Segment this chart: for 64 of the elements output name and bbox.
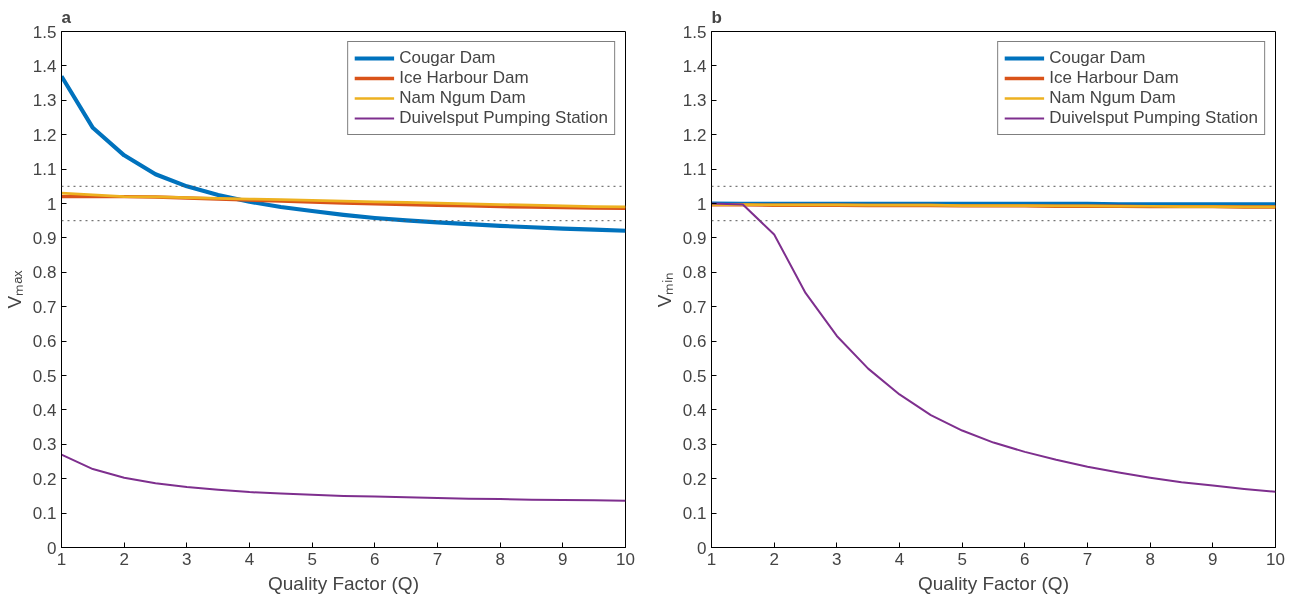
y-tick-label: 1: [697, 194, 707, 214]
y-tick-label: 0.9: [682, 228, 707, 248]
x-axis-title: Quality Factor (Q): [268, 572, 419, 594]
x-tick-label: 5: [307, 549, 317, 569]
y-tick-label: 0.1: [682, 504, 707, 524]
legend-label: Duivelsput Pumping Station: [1049, 108, 1258, 128]
legend-label: Ice Harbour Dam: [1049, 68, 1179, 88]
x-tick-label: 9: [558, 549, 568, 569]
x-tick-label: 9: [1208, 549, 1218, 569]
y-tick-label: 1.1: [32, 160, 57, 180]
y-tick-label: 1.4: [32, 56, 57, 76]
legend-label: Ice Harbour Dam: [399, 68, 529, 88]
y-tick-label: 0.2: [682, 469, 707, 489]
y-tick-label: 0: [697, 538, 707, 558]
x-tick-label: 5: [957, 549, 967, 569]
x-tick-label: 10: [616, 549, 635, 569]
x-tick-label: 10: [1266, 549, 1285, 569]
y-tick-label: 0.3: [682, 435, 707, 455]
y-tick-label: 1.5: [682, 22, 707, 42]
y-tick-label: 1.5: [32, 22, 57, 42]
x-tick-label: 3: [182, 549, 192, 569]
x-tick-label: 6: [370, 549, 380, 569]
legend-label: Duivelsput Pumping Station: [399, 108, 608, 128]
y-tick-label: 0.5: [32, 366, 57, 386]
y-tick-label: 0.4: [682, 400, 707, 420]
y-axis-title: Vₘᵢₙ: [653, 271, 675, 308]
legend-label: Nam Ngum Dam: [399, 88, 526, 108]
y-tick-label: 1.3: [682, 91, 707, 111]
y-tick-label: 1.1: [682, 160, 707, 180]
y-tick-label: 1.4: [682, 56, 707, 76]
chart-title: a: [61, 7, 72, 27]
y-tick-label: 0.6: [32, 332, 57, 352]
y-tick-label: 0.7: [32, 297, 57, 317]
y-tick-label: 0.4: [32, 400, 57, 420]
y-tick-label: 0.7: [682, 297, 707, 317]
x-tick-label: 2: [119, 549, 129, 569]
y-tick-label: 1.2: [32, 125, 57, 145]
y-tick-label: 0.2: [32, 469, 57, 489]
x-tick-label: 3: [832, 549, 842, 569]
y-tick-label: 0.8: [682, 263, 707, 283]
y-tick-label: 0.1: [32, 504, 57, 524]
y-tick-label: 1.2: [682, 125, 707, 145]
legend-label: Cougar Dam: [399, 48, 496, 68]
x-tick-label: 8: [495, 549, 505, 569]
y-tick-label: 0: [47, 538, 57, 558]
x-tick-label: 6: [1020, 549, 1030, 569]
y-tick-label: 0.5: [682, 366, 707, 386]
chart-title: b: [711, 7, 722, 27]
y-tick-label: 0.8: [32, 263, 57, 283]
x-tick-label: 2: [769, 549, 779, 569]
x-tick-label: 7: [432, 549, 443, 569]
legend-label: Cougar Dam: [1049, 48, 1146, 68]
y-tick-label: 0.6: [682, 332, 707, 352]
y-axis-title: Vₘₐₓ: [3, 269, 25, 309]
x-tick-label: 7: [1082, 549, 1093, 569]
y-tick-label: 1: [47, 194, 57, 214]
x-axis-title: Quality Factor (Q): [918, 572, 1069, 594]
x-tick-label: 4: [244, 549, 255, 569]
y-tick-label: 1.3: [32, 91, 57, 111]
y-tick-label: 0.9: [32, 228, 57, 248]
x-tick-label: 4: [894, 549, 905, 569]
x-tick-label: 8: [1145, 549, 1155, 569]
legend-label: Nam Ngum Dam: [1049, 88, 1176, 108]
y-tick-label: 0.3: [32, 435, 57, 455]
